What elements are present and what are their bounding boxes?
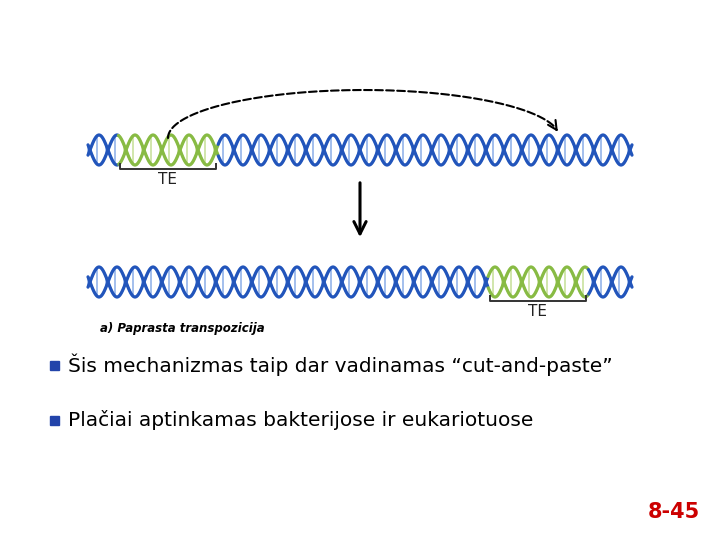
Text: TE: TE (158, 172, 178, 187)
Text: TE: TE (528, 304, 547, 319)
Text: 8-45: 8-45 (648, 502, 700, 522)
Bar (50, 361, 59, 369)
Text: Plačiai aptinkamas bakterijose ir eukariotuose: Plačiai aptinkamas bakterijose ir eukari… (68, 410, 534, 430)
Text: a) Paprasta transpozicija: a) Paprasta transpozicija (100, 322, 265, 335)
Text: Šis mechanizmas taip dar vadinamas “cut-and-paste”: Šis mechanizmas taip dar vadinamas “cut-… (68, 354, 613, 376)
Bar (50, 415, 59, 424)
